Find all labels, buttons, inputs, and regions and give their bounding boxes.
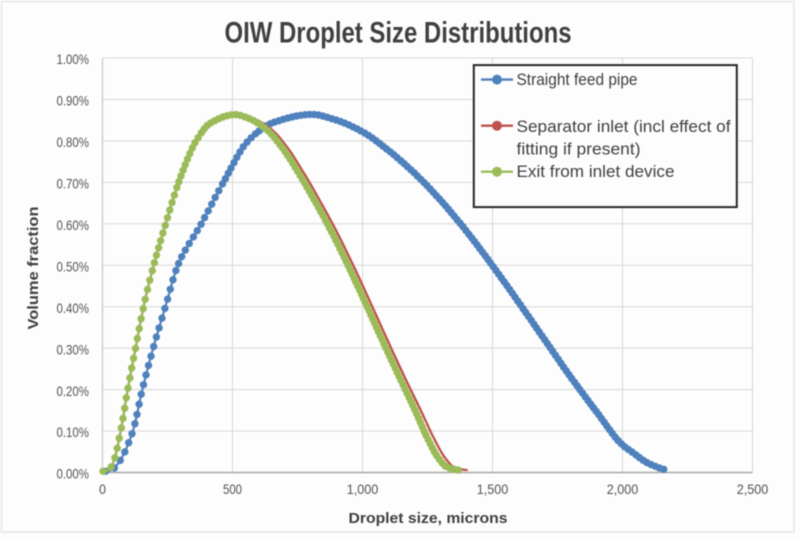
svg-text:1,000: 1,000 [347,481,379,497]
svg-text:0.80%: 0.80% [57,134,90,150]
svg-text:1,500: 1,500 [477,481,509,497]
svg-text:0.00%: 0.00% [57,466,90,482]
svg-text:500: 500 [223,481,242,497]
svg-text:2,500: 2,500 [737,481,769,497]
svg-text:fitting if present): fitting if present) [517,141,641,159]
svg-text:Droplet size, microns: Droplet size, microns [349,510,508,527]
svg-text:0.60%: 0.60% [57,217,90,233]
svg-text:Volume fraction: Volume fraction [25,207,42,330]
svg-text:0.90%: 0.90% [57,93,90,109]
svg-text:2,000: 2,000 [607,481,639,497]
svg-text:Straight feed pipe: Straight feed pipe [517,71,638,89]
svg-text:Separator inlet (incl effect o: Separator inlet (incl effect of [517,118,731,136]
svg-text:0.50%: 0.50% [57,258,90,274]
svg-text:0.20%: 0.20% [57,383,90,399]
svg-text:0.30%: 0.30% [57,341,90,357]
svg-text:Exit from inlet device: Exit from inlet device [517,163,675,181]
svg-text:1.00%: 1.00% [57,51,90,67]
svg-text:0: 0 [99,481,106,497]
svg-text:0.10%: 0.10% [57,424,90,440]
svg-text:OIW Droplet Size Distributions: OIW Droplet Size Distributions [225,17,572,50]
svg-text:0.40%: 0.40% [57,300,90,316]
svg-text:0.70%: 0.70% [57,176,90,192]
